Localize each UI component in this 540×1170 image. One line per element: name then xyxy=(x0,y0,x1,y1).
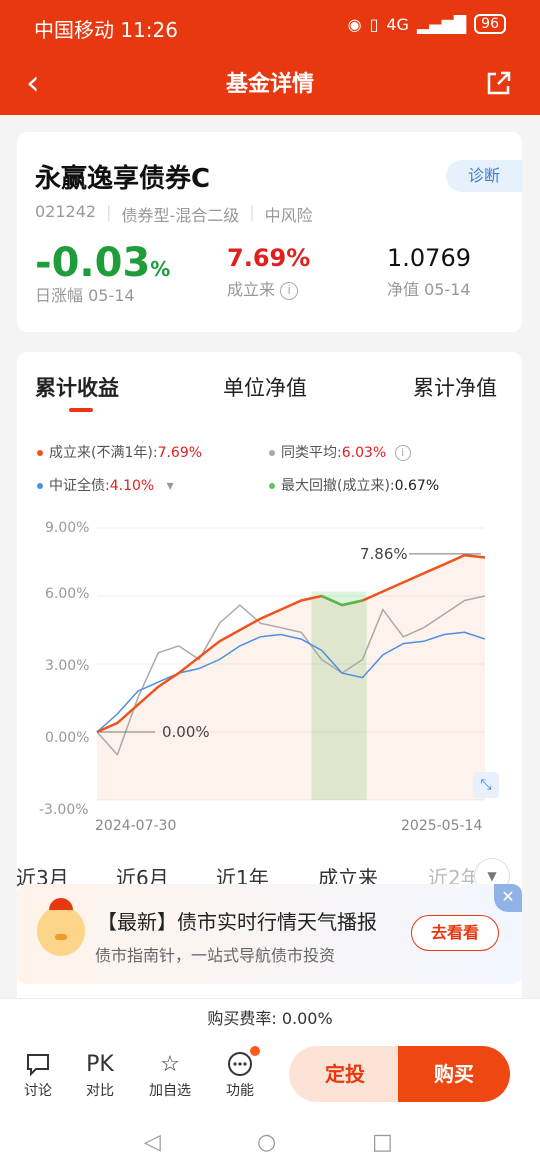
tab-indicator xyxy=(69,408,93,412)
star-icon: ☆ xyxy=(160,1052,180,1077)
close-icon[interactable]: ✕ xyxy=(494,884,522,912)
chat-icon xyxy=(10,1050,66,1080)
battery-icon: 96 xyxy=(474,14,506,34)
y-tick-label: 6.00% xyxy=(45,586,90,602)
vibrate-icon: ▯ xyxy=(369,14,379,34)
promo-title: 【最新】债市实时行情天气播报 xyxy=(97,910,377,934)
system-nav-bar: ◁ ○ □ xyxy=(0,1110,540,1170)
daily-change-label: 日涨幅 05-14 xyxy=(35,286,135,305)
net-type: 4G xyxy=(386,14,409,34)
fund-meta: 021242 | 债券型-混合二级 | 中风险 xyxy=(35,202,313,225)
info-icon[interactable]: i xyxy=(280,281,299,300)
legend-max-drawdown: 最大回撤(成立来):0.67% xyxy=(269,475,439,495)
promo-go-button[interactable]: 去看看 xyxy=(411,915,499,951)
top-header: 中国移动 11:26 ◉ ▯ 4G ▂▄▆█ 96 ‹ 基金详情 xyxy=(0,0,540,115)
return-chart[interactable]: 7.86% 0.00% xyxy=(17,512,522,842)
promo-banner[interactable]: 【最新】债市实时行情天气播报 债市指南针，一站式导航债市投资 去看看 ✕ xyxy=(17,884,522,984)
series-area-fund xyxy=(97,555,485,800)
chart-tabs: 累计收益 单位净值 累计净值 xyxy=(17,372,522,412)
back-icon[interactable]: ‹ xyxy=(26,63,40,103)
series-line-fund xyxy=(96,553,486,734)
y-tick-label: 0.00% xyxy=(45,730,90,746)
compare-button[interactable]: PK 对比 xyxy=(72,1050,128,1100)
legend-peer-average: 同类平均:6.03% i xyxy=(269,442,411,462)
fund-risk: 中风险 xyxy=(264,206,313,225)
more-dots-icon xyxy=(212,1050,268,1080)
x-start-label: 2024-07-30 xyxy=(95,818,177,834)
nav-value: 1.0769 xyxy=(387,244,471,272)
since-inception-value: 7.69% xyxy=(227,244,311,272)
y-tick-label: 3.00% xyxy=(45,658,90,674)
max-drawdown-band xyxy=(311,591,367,800)
y-tick-label: 9.00% xyxy=(45,520,90,536)
diagnose-button[interactable]: 诊断 xyxy=(446,160,522,192)
tab-cumulative-return[interactable]: 累计收益 xyxy=(35,376,119,400)
recent-nav-icon[interactable]: □ xyxy=(372,1130,393,1155)
series-line-benchmark xyxy=(96,631,486,733)
tab-unit-nav[interactable]: 单位净值 xyxy=(223,376,307,400)
signal-icon: ▂▄▆█ xyxy=(416,14,467,34)
series-line-peer-average xyxy=(96,595,486,757)
max-drawdown-line xyxy=(321,594,363,607)
daily-change-stat: -0.03% 日涨幅 05-14 xyxy=(35,240,171,305)
expand-icon[interactable]: ⤡ xyxy=(473,772,499,798)
status-bar: 中国移动 11:26 ◉ ▯ 4G ▂▄▆█ 96 xyxy=(0,0,540,52)
fund-code: 021242 xyxy=(35,202,97,221)
discuss-button[interactable]: 讨论 xyxy=(10,1050,66,1100)
fund-summary-card: 永赢逸享债券C 诊断 021242 | 债券型-混合二级 | 中风险 -0.03… xyxy=(17,132,522,332)
promo-subtitle: 债市指南针，一站式导航债市投资 xyxy=(95,946,336,965)
nav-stat: 1.0769 净值 05-14 xyxy=(387,244,471,300)
start-annotation-label: 0.00% xyxy=(162,723,210,741)
back-nav-icon[interactable]: ◁ xyxy=(144,1130,161,1155)
auto-invest-button[interactable]: 定投 xyxy=(289,1046,401,1102)
legend-benchmark[interactable]: 中证全债:4.10% ▾ xyxy=(37,475,174,495)
carrier-time: 中国移动 11:26 xyxy=(34,18,178,42)
info-icon[interactable]: i xyxy=(394,445,411,461)
bottom-action-bar: 讨论 PK 对比 ☆ 加自选 功能 定投 购买 xyxy=(0,1038,540,1110)
daily-change-value: -0.03 xyxy=(35,240,151,286)
share-icon[interactable] xyxy=(484,68,514,98)
page-title: 基金详情 xyxy=(225,72,314,97)
chevron-down-icon: ▾ xyxy=(166,478,174,494)
fund-name: 永赢逸享债券C xyxy=(35,164,211,194)
buy-button[interactable]: 购买 xyxy=(398,1046,510,1102)
pk-icon: PK xyxy=(86,1052,114,1077)
purchase-fee: 购买费率: 0.00% xyxy=(0,998,540,1038)
max-annotation-label: 7.86% xyxy=(360,545,408,563)
since-inception-stat: 7.69% 成立来 i xyxy=(227,244,310,300)
tab-cumulative-nav[interactable]: 累计净值 xyxy=(413,376,497,400)
fund-type: 债券型-混合二级 xyxy=(121,206,240,225)
nav-label: 净值 05-14 xyxy=(387,280,471,299)
since-inception-label: 成立来 xyxy=(227,280,276,299)
x-end-label: 2025-05-14 xyxy=(401,818,483,834)
function-button[interactable]: 功能 xyxy=(212,1046,268,1100)
eye-icon: ◉ xyxy=(347,14,362,34)
add-watchlist-button[interactable]: ☆ 加自选 xyxy=(142,1050,198,1100)
legend-fund: 成立来(不满1年):7.69% xyxy=(37,442,202,462)
y-tick-label: -3.00% xyxy=(39,802,89,818)
notification-dot xyxy=(250,1046,260,1056)
status-icons: ◉ ▯ 4G ▂▄▆█ 96 xyxy=(348,14,506,34)
home-nav-icon[interactable]: ○ xyxy=(257,1130,277,1155)
mascot-icon xyxy=(37,898,85,956)
